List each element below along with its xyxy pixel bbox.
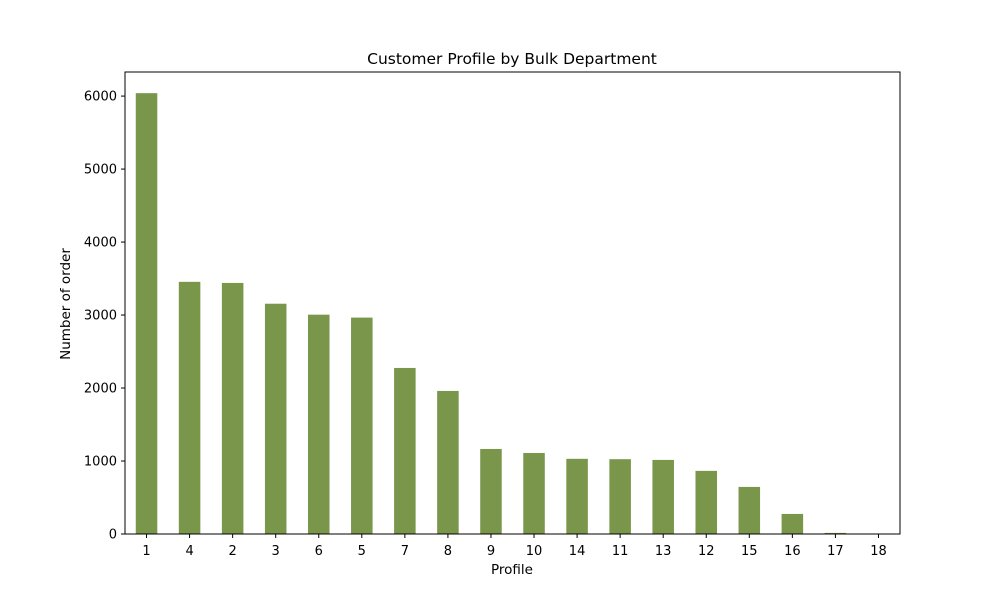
bar-profile-7 — [394, 367, 416, 534]
bar-profile-1 — [135, 93, 158, 534]
y-tick-label: 4000 — [84, 236, 117, 251]
chart-title: Customer Profile by Bulk Department — [367, 50, 657, 68]
x-tick-label: 4 — [185, 544, 193, 559]
y-tick-label: 0 — [109, 528, 117, 543]
bar-profile-13 — [652, 459, 674, 534]
x-tick-label: 3 — [272, 544, 280, 559]
bar-profile-5 — [351, 317, 373, 534]
bar-profile-9 — [480, 448, 502, 534]
y-tick-label: 6000 — [84, 90, 117, 105]
bar-profile-8 — [437, 390, 459, 534]
bars-group — [135, 93, 890, 534]
x-tick-label: 16 — [784, 544, 801, 559]
y-tick-label: 3000 — [84, 309, 117, 324]
y-axis-title: Number of order — [58, 248, 74, 360]
bar-profile-10 — [523, 452, 545, 534]
x-tick-label: 14 — [569, 544, 586, 559]
bar-profile-2 — [221, 282, 244, 534]
bar-profile-6 — [307, 314, 330, 534]
y-axis: 0 1000 2000 3000 4000 5000 6000 — [84, 90, 125, 543]
x-tick-label: 13 — [655, 544, 672, 559]
bar-profile-3 — [264, 303, 287, 534]
x-tick-label: 11 — [612, 544, 629, 559]
bar-profile-14 — [566, 458, 588, 534]
y-tick-label: 5000 — [84, 163, 117, 178]
x-tick-label: 12 — [698, 544, 715, 559]
x-tick-label: 6 — [315, 544, 323, 559]
x-tick-label: 8 — [444, 544, 452, 559]
x-tick-label: 17 — [827, 544, 844, 559]
x-tick-label: 15 — [741, 544, 758, 559]
bar-profile-15 — [738, 486, 761, 534]
bar-profile-11 — [609, 459, 631, 534]
bar-profile-16 — [781, 513, 804, 534]
x-tick-label: 18 — [870, 544, 887, 559]
x-tick-label: 9 — [487, 544, 495, 559]
x-axis: 1 4 2 3 6 5 7 8 9 10 14 11 13 12 15 16 17 18 — [142, 534, 887, 559]
x-tick-label: 1 — [142, 544, 150, 559]
x-tick-label: 7 — [401, 544, 409, 559]
bar-profile-12 — [695, 470, 718, 534]
bar-profile-17 — [824, 532, 847, 534]
y-tick-label: 1000 — [84, 455, 117, 470]
x-tick-label: 5 — [358, 544, 366, 559]
x-tick-label: 10 — [526, 544, 543, 559]
plot-frame — [124, 71, 901, 535]
y-tick-label: 2000 — [84, 382, 117, 397]
x-axis-title: Profile — [491, 562, 533, 578]
x-tick-label: 2 — [228, 544, 236, 559]
bar-profile-4 — [178, 281, 201, 534]
